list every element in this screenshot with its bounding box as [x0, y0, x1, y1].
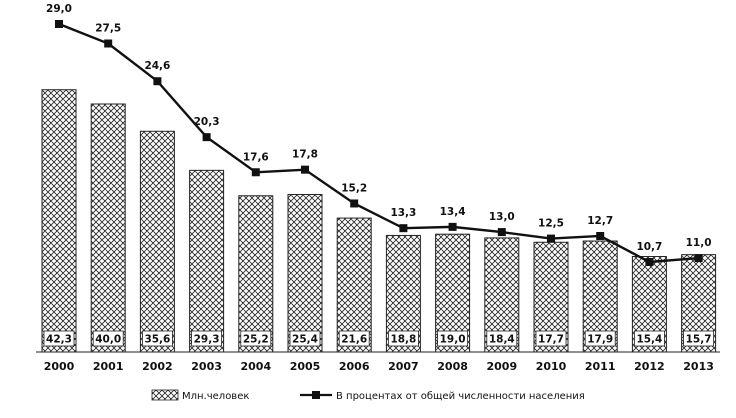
line-value-label: 29,0 [46, 3, 72, 15]
line-value-label: 27,5 [95, 23, 121, 35]
x-tick-label: 2011 [585, 360, 616, 373]
bar-label-box-2005 [289, 330, 321, 347]
x-tick-label: 2001 [93, 360, 124, 373]
legend-bar-swatch [151, 389, 179, 401]
line-point-2002 [153, 77, 162, 86]
bar-value-label: 21,6 [341, 334, 367, 346]
x-tick-label: 2006 [339, 360, 370, 373]
bar-value-label: 42,3 [46, 334, 72, 346]
bar-2003 [189, 169, 225, 353]
x-tick-label: 2008 [437, 360, 468, 373]
bars-layer [41, 89, 717, 353]
bar-label-box-2010 [535, 330, 567, 347]
bar-label-box-2004 [240, 330, 272, 347]
x-tick-label: 2000 [44, 360, 75, 373]
x-tick-label: 2007 [388, 360, 419, 373]
bar-value-label: 35,6 [144, 334, 170, 346]
line-value-label: 12,7 [587, 215, 613, 227]
x-tick-label: 2009 [486, 360, 517, 373]
line-point-2012 [645, 258, 654, 266]
line-point-2013 [694, 254, 703, 263]
line-point-2001 [104, 39, 113, 48]
bar-2005 [287, 194, 323, 353]
line-point-2006 [350, 199, 359, 208]
legend-line-marker [312, 391, 320, 399]
line-value-label: 13,3 [390, 207, 416, 219]
x-tick-label: 2010 [536, 360, 567, 373]
line-value-label: 12,5 [538, 218, 564, 230]
line-point-2000 [55, 20, 63, 28]
bar-value-label: 15,4 [636, 334, 662, 346]
bar-label-box-2003 [191, 330, 223, 347]
line-value-label: 10,7 [636, 241, 662, 253]
bar-2000 [41, 89, 77, 353]
line-point-2010 [547, 234, 555, 243]
bar-value-label: 18,8 [390, 334, 416, 346]
bar-label-box-2007 [387, 330, 419, 347]
line-point-2007 [399, 224, 408, 233]
line-point-2003 [202, 133, 211, 142]
bar-label-box-2001 [92, 330, 124, 347]
line-value-label: 17,6 [243, 151, 269, 163]
bar-value-label: 40,0 [95, 334, 121, 346]
line-layer: 29,0 27,5 24,6 20,3 17,6 17,8 15,2 13,3 13,4 13,0… [46, 3, 712, 266]
legend: Млн.человек В процентах от общей численно… [151, 389, 585, 402]
bar-value-label: 25,4 [292, 334, 318, 346]
bar-label-box-2002 [141, 330, 173, 347]
bar-value-label: 15,7 [686, 334, 712, 346]
bar-value-label: 18,4 [489, 334, 515, 346]
line-value-label: 13,0 [489, 211, 515, 223]
bar-value-label: 29,3 [194, 334, 220, 346]
x-tick-label: 2012 [634, 360, 665, 373]
legend-bar-label: Млн.человек [182, 391, 249, 402]
x-tick-label: 2002 [142, 360, 173, 373]
line-value-label: 13,4 [440, 206, 466, 218]
labels-layer: 42,3 40,0 35,6 29,3 25,2 25,4 21,6 18,8 19,0 18,4… [43, 330, 714, 347]
bar-value-label: 25,2 [243, 334, 269, 346]
bar-2004 [238, 195, 274, 353]
bar-label-box-2006 [338, 330, 370, 347]
legend-line-label: В процентах от общей численности населен… [336, 391, 585, 402]
line-point-2011 [596, 231, 605, 240]
bar-label-box-2013 [683, 330, 714, 347]
line-point-2004 [251, 168, 260, 177]
line-value-label: 17,8 [292, 149, 318, 161]
x-tick-label: 2004 [240, 360, 271, 373]
bar-label-box-2011 [584, 330, 616, 347]
x-tick-label: 2005 [290, 360, 321, 373]
line-value-label: 15,2 [341, 182, 367, 194]
x-tick-label: 2003 [191, 360, 222, 373]
line-point-2005 [301, 165, 309, 174]
bar-2001 [90, 103, 126, 353]
line-series [58, 22, 699, 264]
line-value-label: 24,6 [144, 60, 170, 72]
bar-2002 [139, 130, 175, 353]
line-value-label: 11,0 [686, 237, 712, 249]
bar-value-label: 17,9 [587, 334, 613, 346]
line-point-2008 [448, 222, 457, 231]
bar-value-label: 19,0 [440, 334, 466, 346]
bar-label-box-2012 [634, 330, 665, 347]
line-value-label: 20,3 [194, 116, 220, 128]
x-axis: 2000 2001 2002 2003 2004 2005 2006 2007 2008 2009… [36, 351, 720, 373]
bar-value-label: 17,7 [538, 334, 564, 346]
bar-label-box-2008 [437, 330, 469, 347]
x-tick-label: 2013 [683, 360, 714, 373]
bar-label-box-2009 [486, 330, 518, 347]
bar-label-box-2000 [43, 330, 75, 347]
bar-2006 [336, 217, 372, 353]
line-point-2009 [497, 228, 506, 237]
